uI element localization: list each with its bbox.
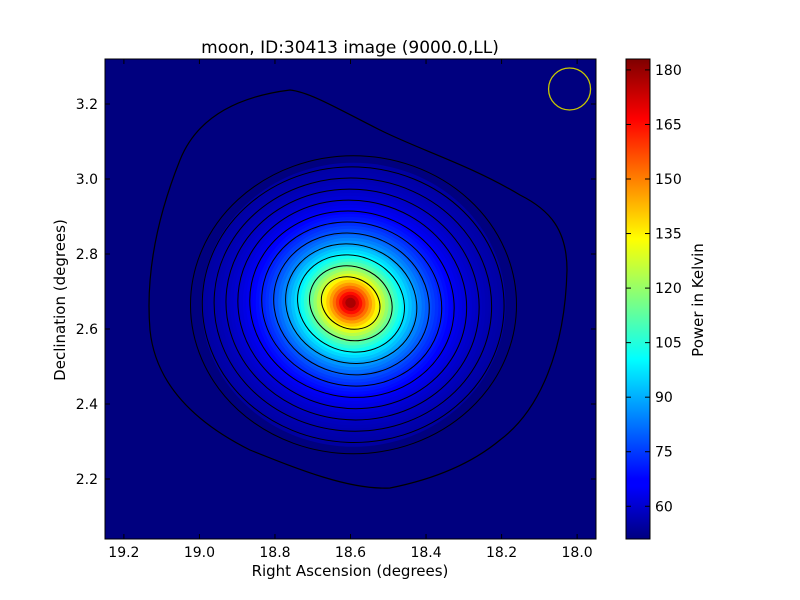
- colorbar-ticks: 60 75 90 105 120 135 150 165 180: [626, 63, 682, 515]
- contour-line: [261, 221, 443, 387]
- contour-line: [285, 243, 418, 364]
- colorbar-tick-label: 180: [655, 63, 682, 79]
- chart-title: moon, ID:30413 image (9000.0,LL): [201, 38, 499, 58]
- x-tick-label: 18.2: [486, 545, 517, 561]
- contour-line: [225, 188, 480, 421]
- contour-line: [273, 232, 430, 376]
- contour-line: [201, 166, 505, 443]
- colorbar-tick-label: 165: [655, 117, 682, 133]
- contour-line: [237, 199, 468, 410]
- heatmap-cell: [345, 297, 356, 308]
- contour-line: [148, 89, 568, 489]
- y-tick-label: 2.4: [76, 397, 98, 413]
- colorbar-tick-label: 120: [655, 281, 682, 297]
- colorbar-tick-label: 135: [655, 227, 682, 243]
- contour-line: [213, 177, 493, 432]
- y-tick-label: 3.0: [76, 172, 98, 188]
- colorbar-tick-label: 105: [655, 336, 682, 352]
- contour-line: [297, 254, 405, 353]
- colorbar-tick-label: 75: [655, 445, 673, 461]
- y-tick-label: 2.8: [76, 247, 98, 263]
- x-axis-label: Right Ascension (degrees): [252, 562, 449, 580]
- colorbar-gradient: [625, 58, 651, 540]
- colorbar-tick-label: 60: [655, 499, 673, 515]
- colorbar: 60 75 90 105 120 135 150 165 180: [625, 58, 682, 540]
- plot-area: [105, 59, 596, 539]
- x-axis: 19.2 19.0 18.8 18.6 18.4 18.2 18.0: [108, 59, 593, 561]
- contour-line: [190, 155, 517, 455]
- colorbar-tick-label: 90: [655, 390, 673, 406]
- y-tick-label: 2.2: [76, 472, 98, 488]
- colorbar-label: Power in Kelvin: [689, 243, 707, 357]
- x-tick-label: 18.6: [335, 545, 366, 561]
- contour-lines: [148, 89, 568, 489]
- x-tick-label: 18.4: [410, 545, 441, 561]
- y-axis: 2.2 2.4 2.6 2.8 3.0 3.2: [76, 97, 596, 488]
- x-tick-label: 19.2: [108, 545, 139, 561]
- heatmap: [201, 162, 506, 447]
- beam-marker: [547, 67, 592, 111]
- y-tick-label: 2.6: [76, 322, 98, 338]
- contour-line: [249, 210, 455, 398]
- y-tick-label: 3.2: [76, 97, 98, 113]
- contour-line: [308, 265, 393, 342]
- y-axis-label: Declination (degrees): [51, 219, 69, 381]
- colorbar-tick-label: 150: [655, 172, 682, 188]
- contour-line: [320, 276, 381, 330]
- x-tick-label: 19.0: [184, 545, 215, 561]
- x-tick-label: 18.0: [562, 545, 593, 561]
- x-tick-label: 18.8: [259, 545, 290, 561]
